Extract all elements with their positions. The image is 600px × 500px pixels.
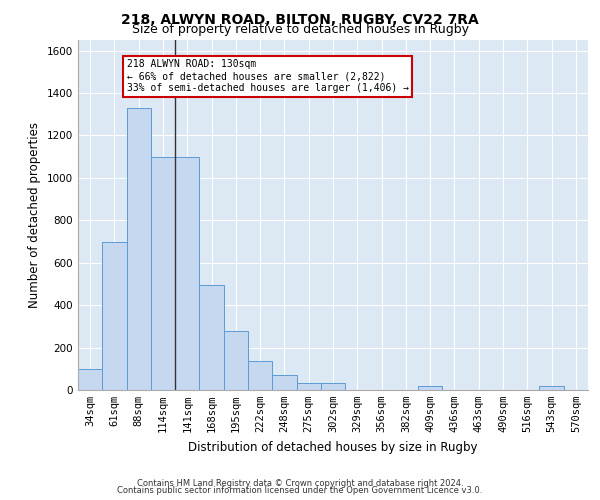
Text: 218, ALWYN ROAD, BILTON, RUGBY, CV22 7RA: 218, ALWYN ROAD, BILTON, RUGBY, CV22 7RA [121, 12, 479, 26]
Bar [224, 331, 248, 390]
Text: Contains HM Land Registry data © Crown copyright and database right 2024.: Contains HM Land Registry data © Crown c… [137, 478, 463, 488]
Bar [127, 108, 151, 390]
Bar [78, 370, 102, 390]
Bar [296, 383, 321, 390]
Bar [418, 386, 442, 390]
Bar [248, 361, 272, 390]
Bar [199, 284, 224, 390]
Bar [321, 383, 345, 390]
Y-axis label: Number of detached properties: Number of detached properties [28, 122, 41, 308]
Bar [175, 156, 199, 390]
Text: Contains public sector information licensed under the Open Government Licence v3: Contains public sector information licen… [118, 486, 482, 495]
Bar [272, 375, 296, 390]
X-axis label: Distribution of detached houses by size in Rugby: Distribution of detached houses by size … [188, 440, 478, 454]
Text: 218 ALWYN ROAD: 130sqm
← 66% of detached houses are smaller (2,822)
33% of semi-: 218 ALWYN ROAD: 130sqm ← 66% of detached… [127, 60, 409, 92]
Bar [539, 386, 564, 390]
Bar [151, 156, 175, 390]
Text: Size of property relative to detached houses in Rugby: Size of property relative to detached ho… [131, 22, 469, 36]
Bar [102, 242, 127, 390]
